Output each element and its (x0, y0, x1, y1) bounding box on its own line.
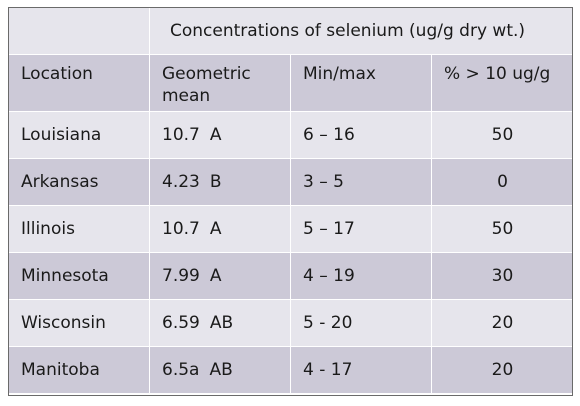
span-header-cell: Concentrations of selenium (ug/g dry wt.… (149, 7, 574, 55)
mean-cell: 6.5a AB (149, 346, 291, 394)
table-row: Arkansas 4.23 B 3 – 5 0 (8, 158, 574, 206)
table-row: Minnesota 7.99 A 4 – 19 30 (8, 252, 574, 300)
mean-cell: 7.99 A (149, 252, 291, 300)
column-header-geometric-mean: Geometric mean (149, 54, 291, 112)
mean-cell: 6.59 AB (149, 299, 291, 347)
grade-letter: A (209, 219, 222, 239)
mean-value: 4.23 (162, 172, 200, 192)
table-header-row: Location Geometric mean Min/max % > 10 u… (8, 54, 574, 112)
mean-value: 10.7 (162, 219, 200, 239)
location-cell: Wisconsin (8, 299, 150, 347)
column-header-percent-over-10: % > 10 ug/g (431, 54, 574, 112)
mean-value: 6.5a (162, 360, 200, 380)
table-row: Illinois 10.7 A 5 – 17 50 (8, 205, 574, 253)
grade-letter: A (209, 266, 222, 286)
grade-letter: A (209, 125, 222, 145)
minmax-cell: 6 – 16 (290, 111, 432, 159)
grade-letter: AB (209, 313, 234, 333)
table-row: Manitoba 6.5a AB 4 - 17 20 (8, 346, 574, 394)
minmax-cell: 4 - 17 (290, 346, 432, 394)
minmax-cell: 5 – 17 (290, 205, 432, 253)
location-cell: Louisiana (8, 111, 150, 159)
minmax-cell: 3 – 5 (290, 158, 432, 206)
location-cell: Arkansas (8, 158, 150, 206)
mean-cell: 10.7 A (149, 205, 291, 253)
empty-corner-cell (8, 7, 150, 55)
mean-cell: 4.23 B (149, 158, 291, 206)
grade-letter: B (209, 172, 222, 192)
table-header-span-row: Concentrations of selenium (ug/g dry wt.… (8, 7, 574, 55)
table-row: Louisiana 10.7 A 6 – 16 50 (8, 111, 574, 159)
table-row: Wisconsin 6.59 AB 5 - 20 20 (8, 299, 574, 347)
percent-cell: 50 (431, 111, 574, 159)
mean-value: 7.99 (162, 266, 200, 286)
percent-cell: 50 (431, 205, 574, 253)
mean-value: 6.59 (162, 313, 200, 333)
location-cell: Manitoba (8, 346, 150, 394)
percent-cell: 0 (431, 158, 574, 206)
percent-cell: 20 (431, 299, 574, 347)
mean-value: 10.7 (162, 125, 200, 145)
minmax-cell: 4 – 19 (290, 252, 432, 300)
column-header-location: Location (8, 54, 150, 112)
percent-cell: 30 (431, 252, 574, 300)
location-cell: Minnesota (8, 252, 150, 300)
grade-letter: AB (209, 360, 233, 380)
column-header-minmax: Min/max (290, 54, 432, 112)
mean-cell: 10.7 A (149, 111, 291, 159)
percent-cell: 20 (431, 346, 574, 394)
location-cell: Illinois (8, 205, 150, 253)
selenium-table: Concentrations of selenium (ug/g dry wt.… (8, 7, 574, 394)
minmax-cell: 5 - 20 (290, 299, 432, 347)
